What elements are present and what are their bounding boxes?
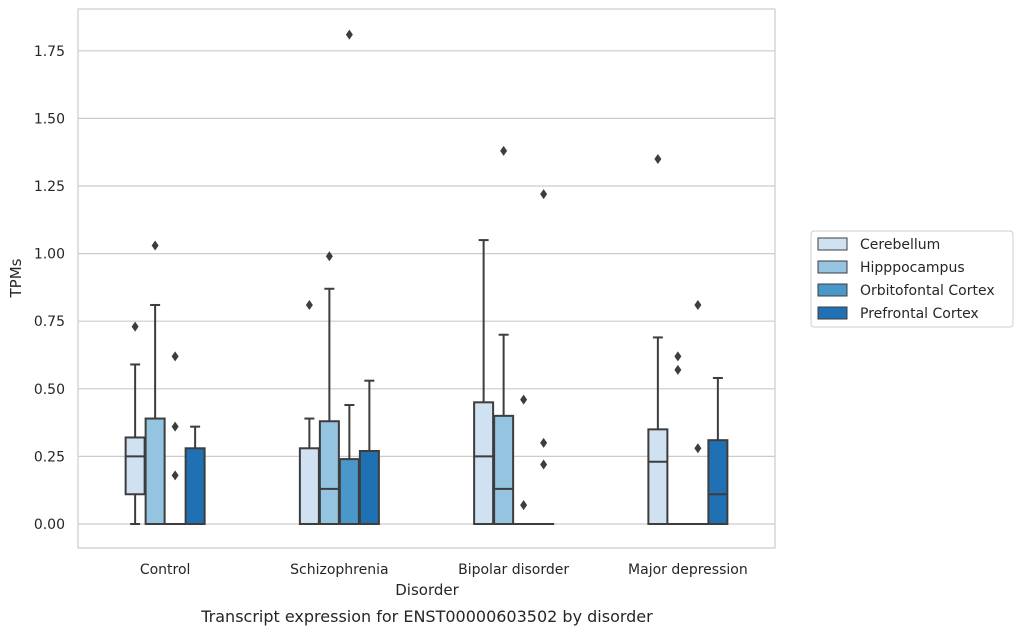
legend-swatch bbox=[817, 237, 848, 251]
y-axis: 0.00 0.25 0.50 0.75 1.00 1.25 1.50 1.75 bbox=[34, 44, 65, 533]
y-tick-label: 1.00 bbox=[34, 247, 65, 263]
y-tick-label: 0.00 bbox=[34, 517, 65, 533]
box-iqr bbox=[144, 417, 166, 526]
box-orbitofontal-cortex bbox=[687, 299, 709, 526]
y-tick-label: 0.25 bbox=[34, 449, 65, 465]
box-prefrontal-cortex bbox=[358, 379, 380, 526]
outlier-point bbox=[654, 153, 662, 164]
legend-swatch bbox=[817, 260, 848, 274]
outlier-point bbox=[171, 421, 179, 432]
legend-swatch bbox=[817, 283, 848, 297]
box-orbitofontal-cortex bbox=[164, 351, 186, 526]
outlier-point bbox=[694, 443, 702, 454]
outlier-point bbox=[520, 394, 528, 405]
x-axis: Control Schizophrenia Bipolar disorder Majo… bbox=[140, 562, 748, 578]
box-prefrontal-cortex bbox=[184, 425, 206, 525]
x-tick-label: Major depression bbox=[628, 562, 748, 578]
box-prefrontal-cortex bbox=[707, 376, 729, 525]
x-axis-title: Disorder bbox=[395, 581, 459, 599]
y-tick-label: 0.50 bbox=[34, 382, 65, 398]
box-hipppocampus bbox=[493, 145, 515, 525]
box-iqr bbox=[298, 447, 320, 525]
outlier-point bbox=[540, 437, 548, 448]
box-cerebellum bbox=[124, 321, 146, 525]
box-iqr bbox=[493, 414, 515, 525]
legend-label: Cerebellum bbox=[860, 237, 940, 253]
outlier-point bbox=[345, 29, 353, 40]
outlier-point bbox=[171, 351, 179, 362]
outlier-point bbox=[674, 364, 682, 375]
y-tick-label: 1.25 bbox=[34, 179, 65, 195]
y-grid bbox=[78, 50, 775, 525]
outlier-point bbox=[500, 145, 508, 156]
box-iqr bbox=[707, 439, 729, 525]
box-hipppocampus bbox=[144, 240, 166, 526]
box-iqr bbox=[318, 420, 340, 525]
box-cerebellum bbox=[473, 239, 495, 526]
outlier-point bbox=[325, 251, 333, 262]
x-tick-label: Control bbox=[140, 562, 191, 578]
box-cerebellum bbox=[647, 153, 669, 525]
plot-area bbox=[77, 8, 776, 549]
chart-caption: Transcript expression for ENST0000060350… bbox=[200, 607, 653, 626]
outlier-point bbox=[131, 321, 139, 332]
outlier-point bbox=[694, 299, 702, 310]
box-groups bbox=[124, 29, 729, 526]
legend-label: Prefrontal Cortex bbox=[860, 306, 979, 322]
outlier-point bbox=[540, 189, 548, 200]
box-iqr bbox=[184, 447, 206, 525]
box-hipppocampus bbox=[667, 351, 689, 526]
legend-label: Orbitofontal Cortex bbox=[860, 283, 995, 299]
x-tick-label: Bipolar disorder bbox=[458, 562, 569, 578]
outlier-point bbox=[520, 500, 528, 511]
box-iqr bbox=[124, 436, 146, 496]
box-iqr bbox=[647, 428, 669, 525]
legend-label: Hipppocampus bbox=[860, 260, 965, 276]
box-iqr bbox=[473, 401, 495, 526]
outlier-point bbox=[151, 240, 159, 251]
box-orbitofontal-cortex bbox=[513, 394, 535, 526]
legend-swatch bbox=[817, 306, 848, 320]
box-iqr bbox=[358, 449, 380, 526]
outlier-point bbox=[674, 351, 682, 362]
legend-frame bbox=[810, 230, 1014, 328]
outlier-point bbox=[305, 299, 313, 310]
box-hipppocampus bbox=[318, 251, 340, 525]
y-tick-label: 1.75 bbox=[34, 44, 65, 60]
x-tick-label: Schizophrenia bbox=[290, 562, 388, 578]
box-orbitofontal-cortex bbox=[338, 29, 360, 525]
y-axis-title: TPMs bbox=[7, 258, 25, 298]
box-iqr bbox=[338, 458, 360, 525]
y-tick-label: 1.50 bbox=[34, 111, 65, 127]
box-cerebellum bbox=[298, 299, 320, 525]
outlier-point bbox=[171, 470, 179, 481]
y-tick-label: 0.75 bbox=[34, 314, 65, 330]
outlier-point bbox=[540, 459, 548, 470]
legend: Cerebellum Hipppocampus Orbitofontal Corte… bbox=[810, 230, 1014, 328]
box-prefrontal-cortex bbox=[533, 189, 555, 526]
